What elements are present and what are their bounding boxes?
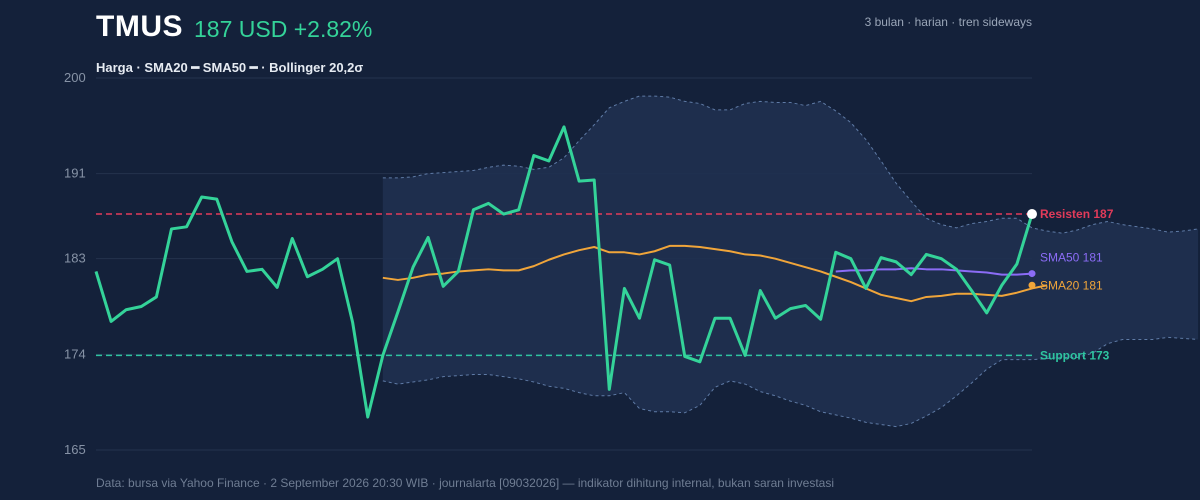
- y-tick-label: 200: [64, 70, 86, 85]
- price-end-marker: [1027, 209, 1037, 220]
- bollinger-band-area: [382, 96, 1199, 427]
- y-tick-label: 174: [64, 346, 86, 361]
- bollinger-upper-line: [382, 95, 1199, 234]
- sma20-line: [382, 244, 1048, 303]
- price-line: [94, 125, 1034, 419]
- sma50-end-marker: [1028, 270, 1036, 278]
- ticker-symbol: TMUS: [96, 10, 183, 43]
- y-tick-label: 191: [64, 166, 86, 181]
- sma20-end-marker: [1028, 281, 1036, 289]
- support-label: Support 173: [1040, 348, 1110, 362]
- sma50-line: [835, 267, 1033, 276]
- y-tick-label: 165: [64, 442, 86, 457]
- sma50-value-label: SMA50 181: [1040, 251, 1103, 265]
- chart-legend: Harga · SMA20 ━ SMA50 ━ · Bollinger 20,2…: [96, 60, 364, 75]
- bollinger-lower-line: [382, 336, 1199, 428]
- resistance-label: Resisten 187: [1040, 207, 1114, 221]
- source-footnote: Data: bursa via Yahoo Finance · 2 Septem…: [96, 476, 834, 490]
- y-tick-label: 183: [64, 251, 86, 266]
- chart-subtitle: 3 bulan · harian · tren sideways: [864, 15, 1032, 29]
- sma20-value-label: SMA20 181: [1040, 278, 1103, 292]
- price-quote: 187 USD +2.82%: [194, 16, 373, 42]
